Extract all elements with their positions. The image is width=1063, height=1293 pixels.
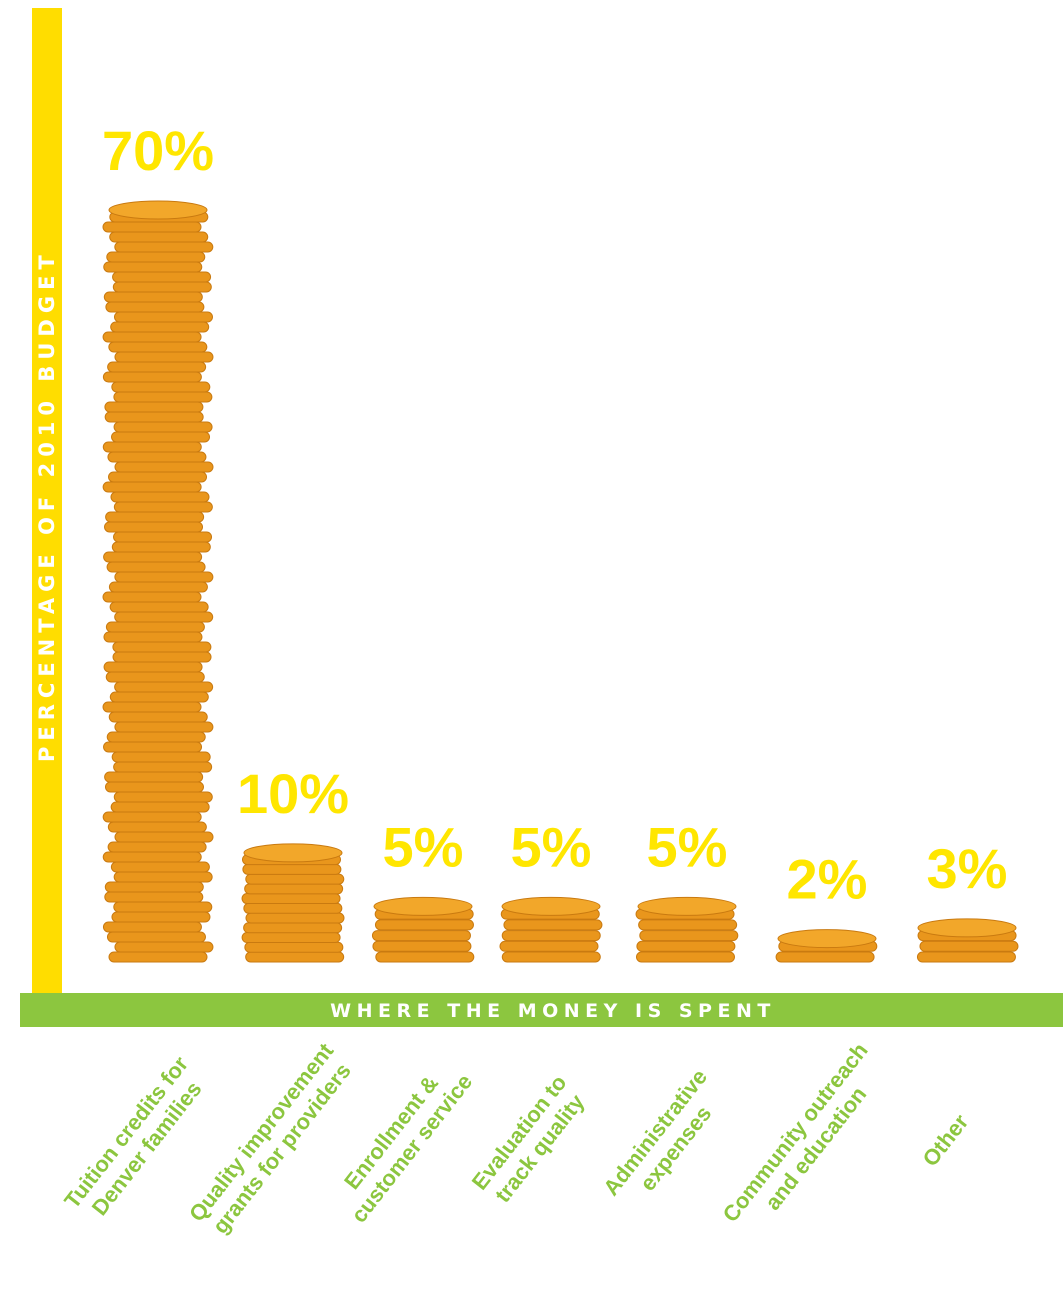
bar-0 <box>102 200 214 963</box>
bars-group <box>102 200 1019 963</box>
category-label-6: Other <box>917 1109 973 1171</box>
category-label-1-line-0: Quality improvement <box>184 1038 339 1226</box>
y-axis-band <box>32 8 62 993</box>
value-label-6: 3% <box>927 837 1008 900</box>
value-label-1: 10% <box>237 762 349 825</box>
value-label-5: 2% <box>787 848 868 911</box>
category-label-5-line-0: Community outreach <box>718 1038 873 1227</box>
bar-3 <box>499 896 603 963</box>
value-label-3: 5% <box>511 815 592 878</box>
bar-5 <box>775 929 878 963</box>
bar-6 <box>916 918 1019 963</box>
value-labels-group: 70% 10% 5% 5% 5% 2% 3% <box>102 119 1008 911</box>
value-label-4: 5% <box>647 815 728 878</box>
bar-2 <box>371 896 475 963</box>
value-label-0: 70% <box>102 119 214 182</box>
category-label-6-line-0: Other <box>917 1109 973 1171</box>
x-axis-title: WHERE THE MONEY IS SPENT <box>330 1000 776 1022</box>
bar-1 <box>241 843 345 963</box>
bar-4 <box>635 896 739 963</box>
value-label-2: 5% <box>383 815 464 878</box>
x-axis-band <box>20 993 1063 1027</box>
y-axis-title: PERCENTAGE OF 2010 BUDGET <box>35 249 59 762</box>
